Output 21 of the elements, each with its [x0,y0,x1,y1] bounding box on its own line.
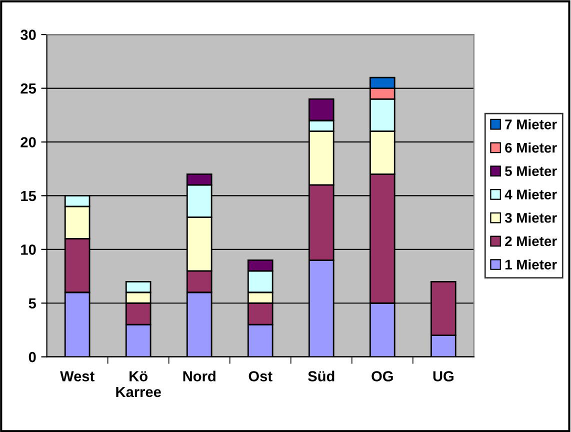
y-tick-label: 30 [20,30,36,40]
x-tick-label: Kö Karree [116,371,161,398]
legend-label: 4 Mieter [504,189,557,200]
y-tick-label: 5 [28,298,36,309]
y-tick-label: 25 [20,83,36,94]
legend-label: 5 Mieter [505,166,557,176]
legend-label: 7 Mieter [505,119,557,130]
y-tick-label: 15 [21,190,36,202]
legend-label: 2 Mieter [505,236,557,246]
x-tick-label: UG [433,371,454,382]
x-tick-label: West [60,371,94,382]
y-tick-label: 0 [28,352,36,362]
legend-label: 3 Mieter [504,212,557,223]
x-tick-label: OG [372,371,393,382]
x-tick-label: Süd [308,370,334,382]
x-tick-label: Ost [248,371,272,382]
x-tick-label: Nord [183,370,216,382]
legend-label: 1 Mieter [505,259,557,270]
legend-label: 6 Mieter [505,142,557,153]
y-tick-label: 20 [20,137,36,148]
y-tick-label: 10 [21,244,36,255]
